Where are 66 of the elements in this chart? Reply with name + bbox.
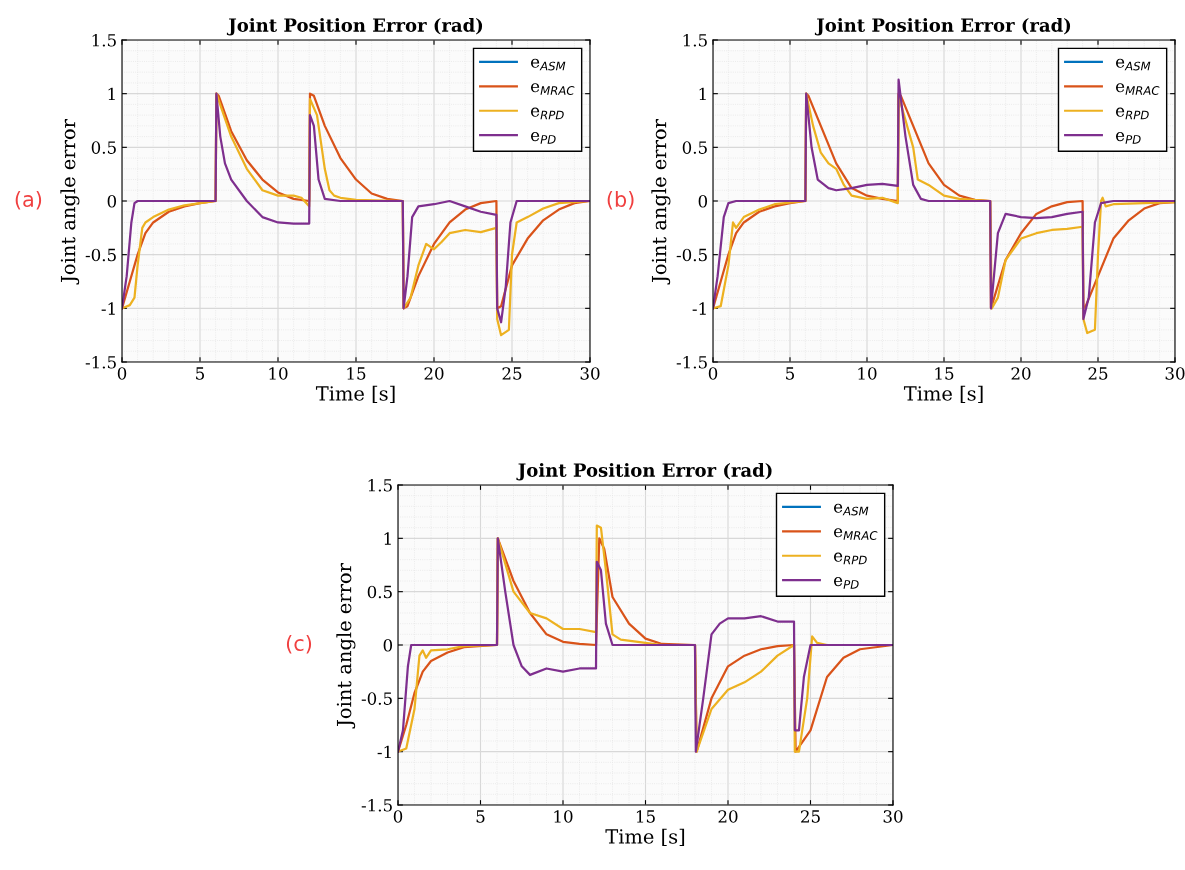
y-tick-label: -1 bbox=[692, 302, 706, 315]
y-tick-label: -1.5 bbox=[676, 355, 707, 369]
y-tick-label: -0.5 bbox=[85, 248, 116, 262]
y-tick-label: 1.5 bbox=[683, 33, 707, 47]
legend-label: e$_{ASM}$ bbox=[834, 503, 869, 516]
y-tick-label: 1 bbox=[384, 532, 391, 545]
y-tick-label: 0.5 bbox=[682, 141, 707, 154]
x-tick-label: 10 bbox=[554, 810, 573, 823]
x-tick-label: 30 bbox=[883, 810, 903, 823]
y-axis-title: Joint angle error bbox=[336, 563, 356, 729]
y-tick-label: 1 bbox=[108, 87, 115, 100]
x-tick-label: 15 bbox=[935, 367, 954, 380]
y-tick-label: 0 bbox=[107, 194, 117, 208]
legend-label: e$_{MRAC}$ bbox=[1116, 83, 1160, 95]
x-tick-label: 25 bbox=[502, 367, 522, 380]
legend-label: e$_{RPD}$ bbox=[834, 552, 867, 565]
y-axis-title: Joint angle error bbox=[651, 119, 671, 285]
y-tick-label: -1.5 bbox=[85, 355, 116, 369]
x-tick-label: 15 bbox=[347, 367, 366, 380]
chart-title: Joint Position Error (rad) bbox=[814, 17, 1071, 36]
legend-label: e$_{PD}$ bbox=[531, 132, 556, 144]
y-tick-label: -1 bbox=[101, 302, 115, 315]
x-tick-label: 20 bbox=[1011, 367, 1031, 380]
x-tick-label: 10 bbox=[269, 367, 288, 380]
text: (a) bbox=[15, 190, 42, 210]
x-tick-label: 20 bbox=[718, 810, 738, 823]
x-axis-title: Time [s] bbox=[315, 385, 395, 404]
x-tick-label: 5 bbox=[196, 367, 205, 380]
y-tick-label: 0.5 bbox=[91, 141, 116, 154]
legend-label: e$_{RPD}$ bbox=[1116, 107, 1149, 120]
y-tick-label: -0.5 bbox=[676, 248, 707, 262]
y-tick-label: -1 bbox=[377, 745, 391, 758]
x-tick-label: 25 bbox=[801, 810, 820, 823]
x-tick-label: 20 bbox=[424, 367, 444, 380]
x-tick-label: 0 bbox=[708, 367, 718, 380]
y-tick-label: -1.5 bbox=[361, 798, 392, 812]
y-tick-label: 1.5 bbox=[368, 478, 392, 492]
y-tick-label: 0 bbox=[383, 638, 393, 652]
text: (c) bbox=[286, 634, 312, 654]
x-tick-label: 25 bbox=[1088, 367, 1108, 380]
x-tick-label: 5 bbox=[476, 810, 485, 823]
chart-title: Joint Position Error (rad) bbox=[516, 462, 772, 481]
chart-title: Joint Position Error (rad) bbox=[226, 17, 483, 36]
x-tick-label: 15 bbox=[636, 810, 655, 823]
y-axis-title: Joint angle error bbox=[60, 119, 80, 285]
x-tick-label: 30 bbox=[580, 367, 600, 380]
y-tick-label: 0 bbox=[698, 194, 708, 208]
y-tick-label: 0.5 bbox=[367, 585, 392, 599]
x-axis-title: Time [s] bbox=[903, 385, 983, 404]
legend-label: e$_{ASM}$ bbox=[1116, 58, 1151, 71]
y-tick-label: -0.5 bbox=[361, 692, 392, 705]
legend-label: e$_{RPD}$ bbox=[531, 107, 564, 120]
legend-label: e$_{MRAC}$ bbox=[531, 83, 575, 95]
x-axis-title: Time [s] bbox=[605, 828, 685, 847]
text: (b) bbox=[607, 190, 634, 210]
x-tick-label: 0 bbox=[117, 367, 127, 380]
x-tick-label: 5 bbox=[786, 367, 795, 380]
x-tick-label: 30 bbox=[1165, 367, 1185, 380]
legend-label: e$_{ASM}$ bbox=[531, 58, 566, 71]
y-tick-label: 1.5 bbox=[92, 33, 116, 47]
legend-label: e$_{MRAC}$ bbox=[834, 528, 878, 540]
legend-label: e$_{PD}$ bbox=[834, 577, 859, 589]
x-tick-label: 0 bbox=[393, 810, 403, 823]
x-tick-label: 10 bbox=[858, 367, 877, 380]
y-tick-label: 1 bbox=[699, 87, 706, 100]
legend-label: e$_{PD}$ bbox=[1116, 132, 1141, 144]
